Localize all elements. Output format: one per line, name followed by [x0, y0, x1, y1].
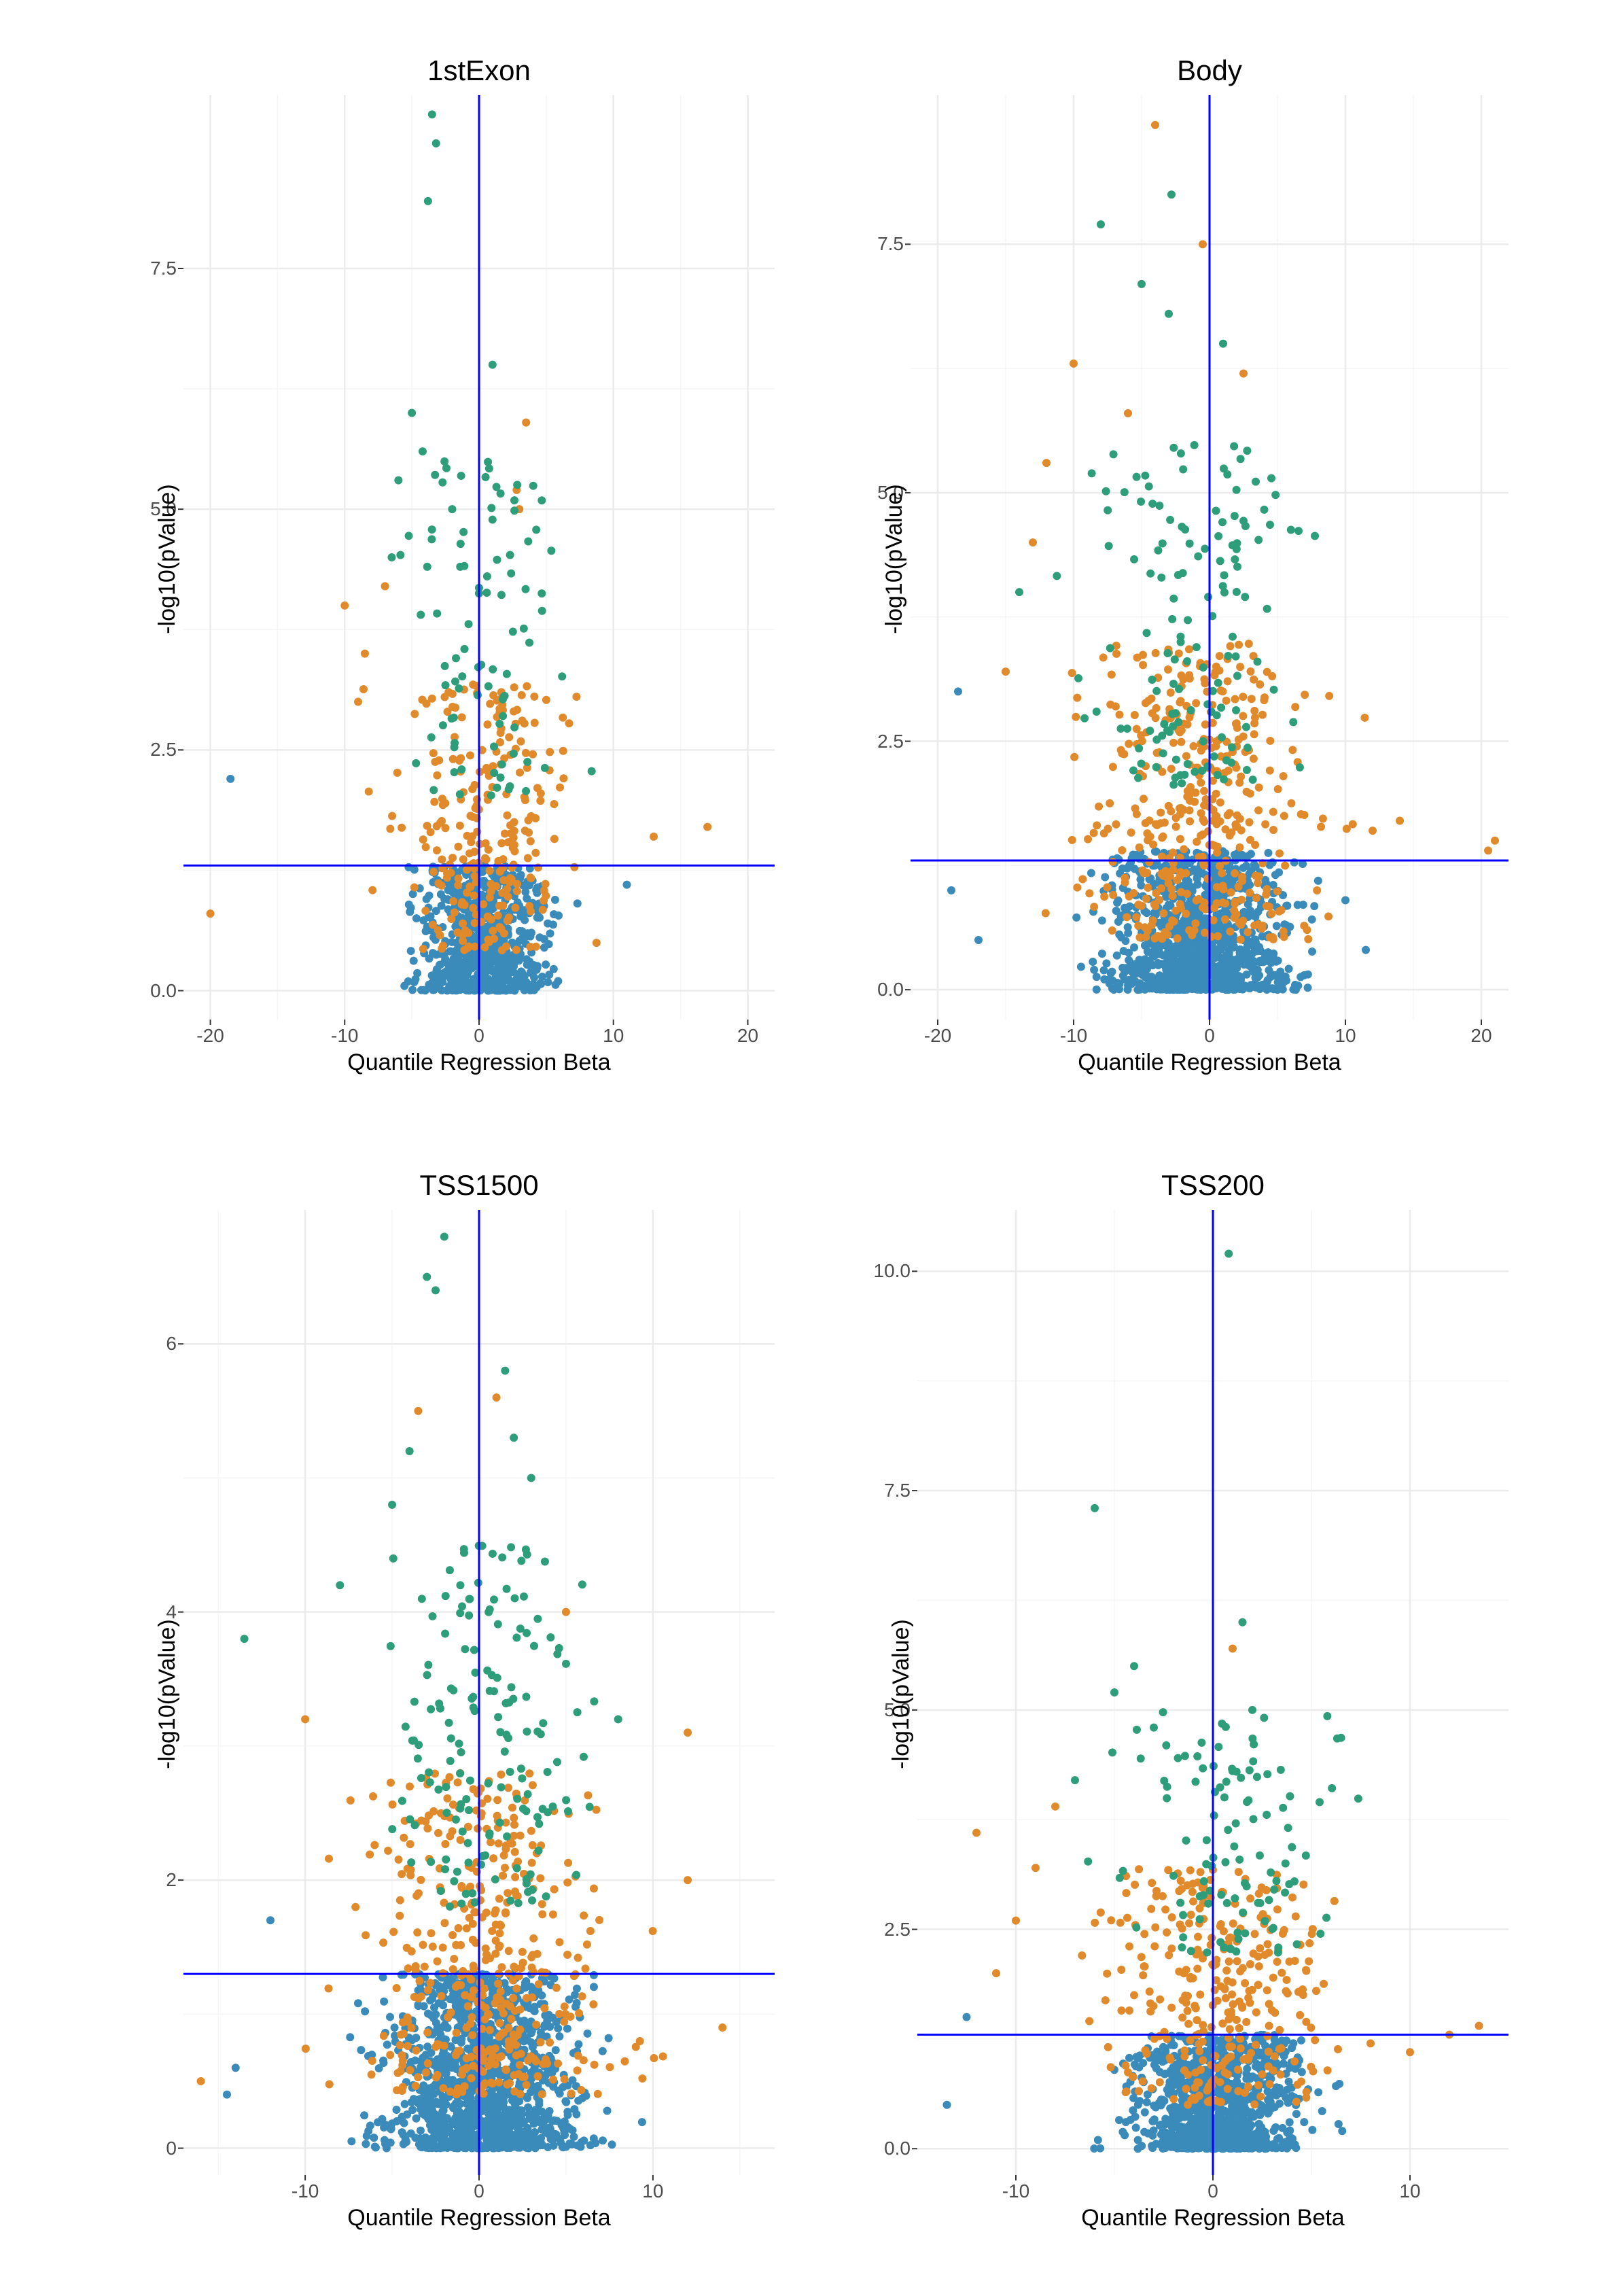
y-tick-label: 2.5	[150, 739, 177, 761]
x-tick-label: 0	[459, 1025, 499, 1047]
x-tick-label: 20	[727, 1025, 768, 1047]
y-axis-label: -log10(pValue)	[881, 484, 908, 634]
y-axis-label: -log10(pValue)	[154, 1619, 181, 1769]
y-tick-label: 6	[166, 1333, 177, 1355]
y-tick-label: 0.0	[150, 980, 177, 1002]
x-axis-label: Quantile Regression Beta	[183, 1049, 775, 1076]
plot-area	[183, 1210, 775, 2175]
x-tick-label: 10	[1325, 1025, 1366, 1047]
y-tick-label: 2.5	[884, 1919, 911, 1941]
panel-title: TSS200	[917, 1169, 1509, 1202]
x-tick-label: 10	[633, 2180, 673, 2202]
x-axis-label: Quantile Regression Beta	[917, 2205, 1509, 2231]
plot-area	[911, 95, 1509, 1020]
x-tick-label: -20	[190, 1025, 231, 1047]
y-tick-label: 0.0	[884, 2138, 911, 2159]
x-tick-label: -10	[285, 2180, 325, 2202]
x-tick-label: 0	[1189, 1025, 1230, 1047]
x-tick-label: 10	[1390, 2180, 1430, 2202]
x-tick-label: -10	[1053, 1025, 1094, 1047]
x-tick-label: 10	[593, 1025, 634, 1047]
x-tick-label: -10	[324, 1025, 365, 1047]
plot-area	[183, 95, 775, 1020]
x-tick-label: 0	[1193, 2180, 1233, 2202]
panel-title: Body	[911, 54, 1509, 87]
y-tick-label: 7.5	[884, 1480, 911, 1501]
y-tick-label: 7.5	[877, 233, 904, 255]
panel-title: TSS1500	[183, 1169, 775, 1202]
panel-title: 1stExon	[183, 54, 775, 87]
x-axis-label: Quantile Regression Beta	[183, 2205, 775, 2231]
panel-p1: 1stExon-20-10010200.02.55.07.5Quantile R…	[102, 54, 781, 1088]
x-tick-label: -10	[995, 2180, 1036, 2202]
panel-p3: TSS1500-100100246Quantile Regression Bet…	[102, 1169, 781, 2243]
panel-p2: Body-20-10010200.02.55.07.5Quantile Regr…	[829, 54, 1522, 1088]
plot-area	[917, 1210, 1509, 2175]
y-tick-label: 2	[166, 1869, 177, 1891]
y-axis-label: -log10(pValue)	[888, 1619, 915, 1769]
x-tick-label: 20	[1461, 1025, 1502, 1047]
y-tick-label: 0.0	[877, 979, 904, 1001]
x-tick-label: -20	[917, 1025, 958, 1047]
y-tick-label: 2.5	[877, 731, 904, 752]
y-axis-label: -log10(pValue)	[154, 484, 181, 634]
x-tick-label: 0	[459, 2180, 499, 2202]
y-tick-label: 0	[166, 2138, 177, 2159]
y-tick-label: 10.0	[874, 1260, 911, 1282]
figure: 1stExon-20-10010200.02.55.07.5Quantile R…	[0, 0, 1605, 2296]
y-tick-label: 7.5	[150, 258, 177, 279]
panel-p4: TSS200-100100.02.55.07.510.0Quantile Reg…	[829, 1169, 1522, 2243]
x-axis-label: Quantile Regression Beta	[911, 1049, 1509, 1076]
